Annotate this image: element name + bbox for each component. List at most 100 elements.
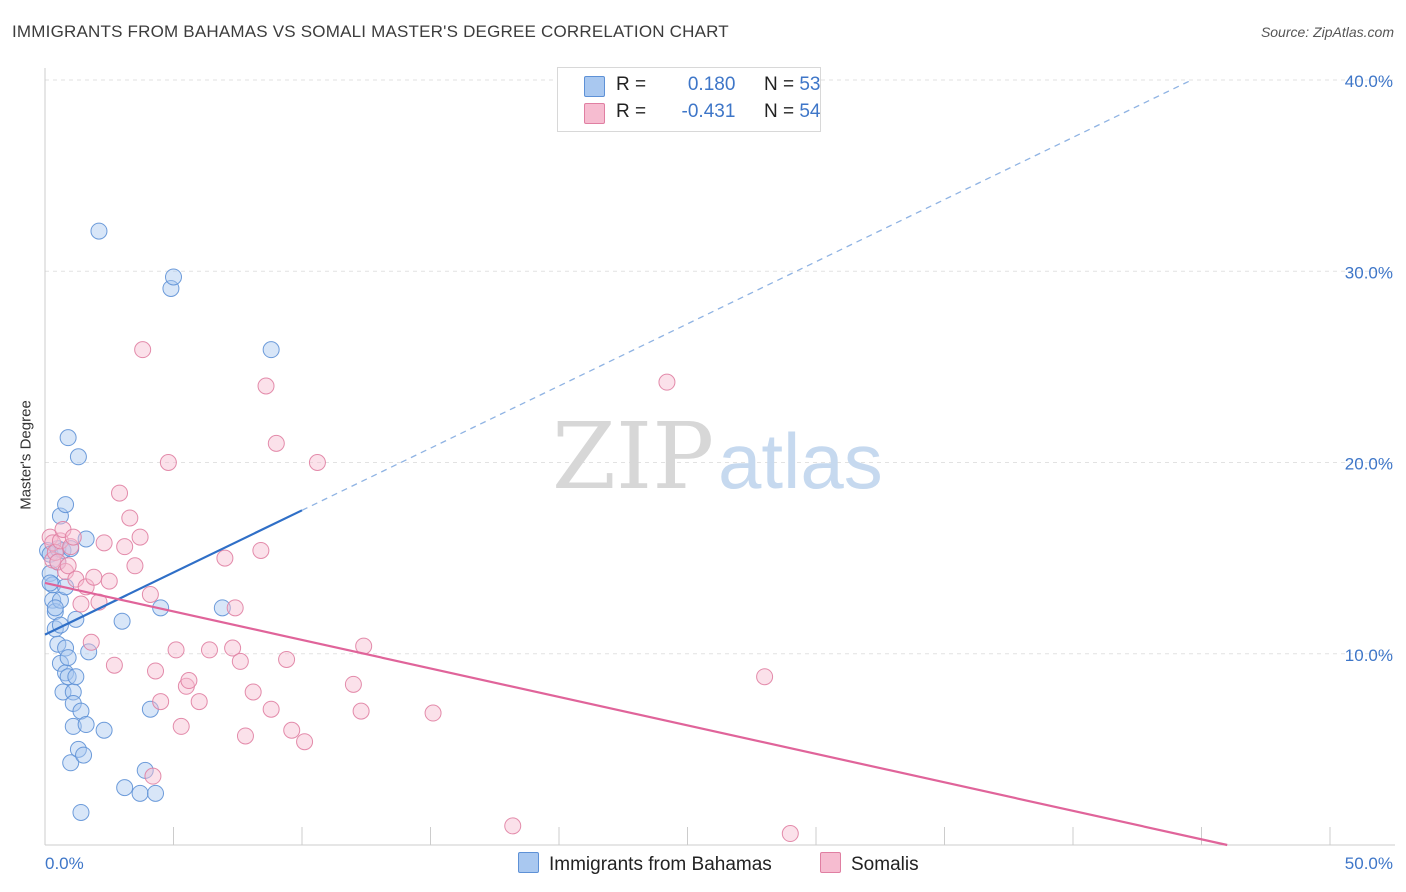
- somalis-point: [72, 595, 90, 613]
- bahamas-point: [72, 803, 90, 821]
- bahamas-point: [46, 599, 64, 617]
- legend-swatch-somalis: [584, 103, 605, 124]
- somalis-point: [231, 652, 249, 670]
- somalis-point: [190, 693, 208, 711]
- watermark: ZIP atlas: [552, 403, 883, 510]
- series-name-somalis: Somalis: [851, 854, 919, 875]
- somalis-point: [131, 528, 149, 546]
- bahamas-point: [131, 784, 149, 802]
- somalis-point: [144, 767, 162, 785]
- somalis-point: [180, 672, 198, 690]
- series-name-bahamas: Immigrants from Bahamas: [549, 854, 772, 875]
- somalis-point: [267, 434, 285, 452]
- legend-r-value-somalis: -0.431: [681, 101, 736, 122]
- watermark-atlas: atlas: [718, 417, 883, 505]
- y-tick-label: 10.0%: [1345, 646, 1393, 665]
- series-swatch-bahamas: [518, 852, 539, 873]
- somalis-point: [95, 534, 113, 552]
- bahamas-point: [49, 635, 67, 653]
- bahamas-point: [262, 341, 280, 359]
- tick-labels: 10.0% 20.0% 30.0% 40.0% 0.0% 50.0%: [45, 72, 1393, 873]
- bahamas-point: [80, 643, 98, 661]
- somalis-point: [200, 641, 218, 659]
- somalis-trend-line: [44, 581, 1228, 847]
- bahamas-point: [59, 649, 77, 667]
- bahamas-point: [64, 717, 82, 735]
- somalis-point: [82, 633, 100, 651]
- bahamas-point: [72, 702, 90, 720]
- axes: [44, 68, 1395, 846]
- somalis-point: [296, 733, 314, 751]
- bahamas-point: [57, 496, 75, 514]
- somalis-point: [100, 572, 118, 590]
- bahamas-point: [165, 268, 182, 286]
- somalis-point: [85, 568, 103, 586]
- stats-legend: R = 0.180 N = 53 R = -0.431 N = 54: [557, 67, 821, 132]
- somalis-point: [781, 825, 799, 843]
- somalis-point: [252, 541, 270, 559]
- bahamas-point: [77, 716, 95, 734]
- bahamas-point: [69, 448, 87, 466]
- bahamas-point: [213, 599, 231, 617]
- bahamas-point: [57, 639, 75, 657]
- series-legend-somalis: Somalis: [820, 852, 919, 876]
- y-tick-label: 40.0%: [1345, 72, 1393, 91]
- bahamas-point: [77, 530, 95, 548]
- bahamas-point: [75, 746, 93, 764]
- bahamas-point: [41, 574, 59, 592]
- somalis-point: [216, 549, 234, 567]
- somalis-point: [257, 377, 275, 395]
- bahamas-trend-line: [44, 509, 303, 636]
- somalis-point: [424, 704, 442, 722]
- somalis-point: [226, 599, 244, 617]
- somalis-point: [167, 641, 185, 659]
- somalis-point: [504, 817, 522, 835]
- series-swatch-somalis: [820, 852, 841, 873]
- trend-lines: [44, 79, 1228, 847]
- somalis-point: [126, 557, 144, 575]
- somalis-point: [62, 538, 80, 556]
- legend-n-label: N =: [763, 74, 795, 95]
- somalis-point: [172, 717, 190, 735]
- bahamas-point: [116, 779, 134, 797]
- grid-lines: [45, 79, 1395, 655]
- somalis-point: [658, 373, 676, 391]
- somalis-point: [134, 341, 152, 359]
- legend-n-label: N =: [763, 101, 795, 122]
- series-legend-bahamas: Immigrants from Bahamas: [518, 852, 772, 876]
- somalis-point: [283, 721, 301, 739]
- somalis-point: [105, 656, 123, 674]
- somalis-point: [147, 662, 165, 680]
- legend-r-label: R =: [616, 74, 647, 95]
- somalis-point: [116, 538, 134, 556]
- somalis-point: [278, 650, 296, 668]
- legend-r-value-bahamas: 0.180: [687, 74, 736, 95]
- somalis-point: [59, 557, 77, 575]
- somalis-point: [224, 639, 242, 657]
- somalis-point: [244, 683, 262, 701]
- watermark-zip: ZIP: [552, 403, 714, 510]
- bahamas-point: [113, 612, 131, 630]
- somalis-point: [308, 454, 326, 471]
- legend-n-value-bahamas: 53: [799, 74, 821, 95]
- somalis-point: [121, 509, 139, 527]
- bahamas-point: [59, 429, 77, 447]
- somalis-point: [344, 675, 362, 693]
- somalis-point: [152, 693, 170, 711]
- bahamas-point: [62, 754, 80, 772]
- somalis-point: [159, 454, 177, 471]
- x-tick-label: 50.0%: [1345, 854, 1393, 873]
- source-label: Source: ZipAtlas.com: [1260, 24, 1394, 40]
- legend-r-label: R =: [616, 101, 647, 122]
- data-points: [39, 222, 799, 843]
- legend-swatch-bahamas: [584, 76, 605, 97]
- somalis-point: [352, 702, 370, 720]
- bahamas-point: [95, 721, 113, 739]
- y-tick-label: 20.0%: [1345, 455, 1393, 474]
- somalis-point: [141, 585, 159, 603]
- somalis-point: [236, 727, 254, 745]
- bahamas-point: [54, 683, 72, 701]
- legend-n-value-somalis: 54: [799, 101, 821, 122]
- bahamas-point: [147, 784, 165, 802]
